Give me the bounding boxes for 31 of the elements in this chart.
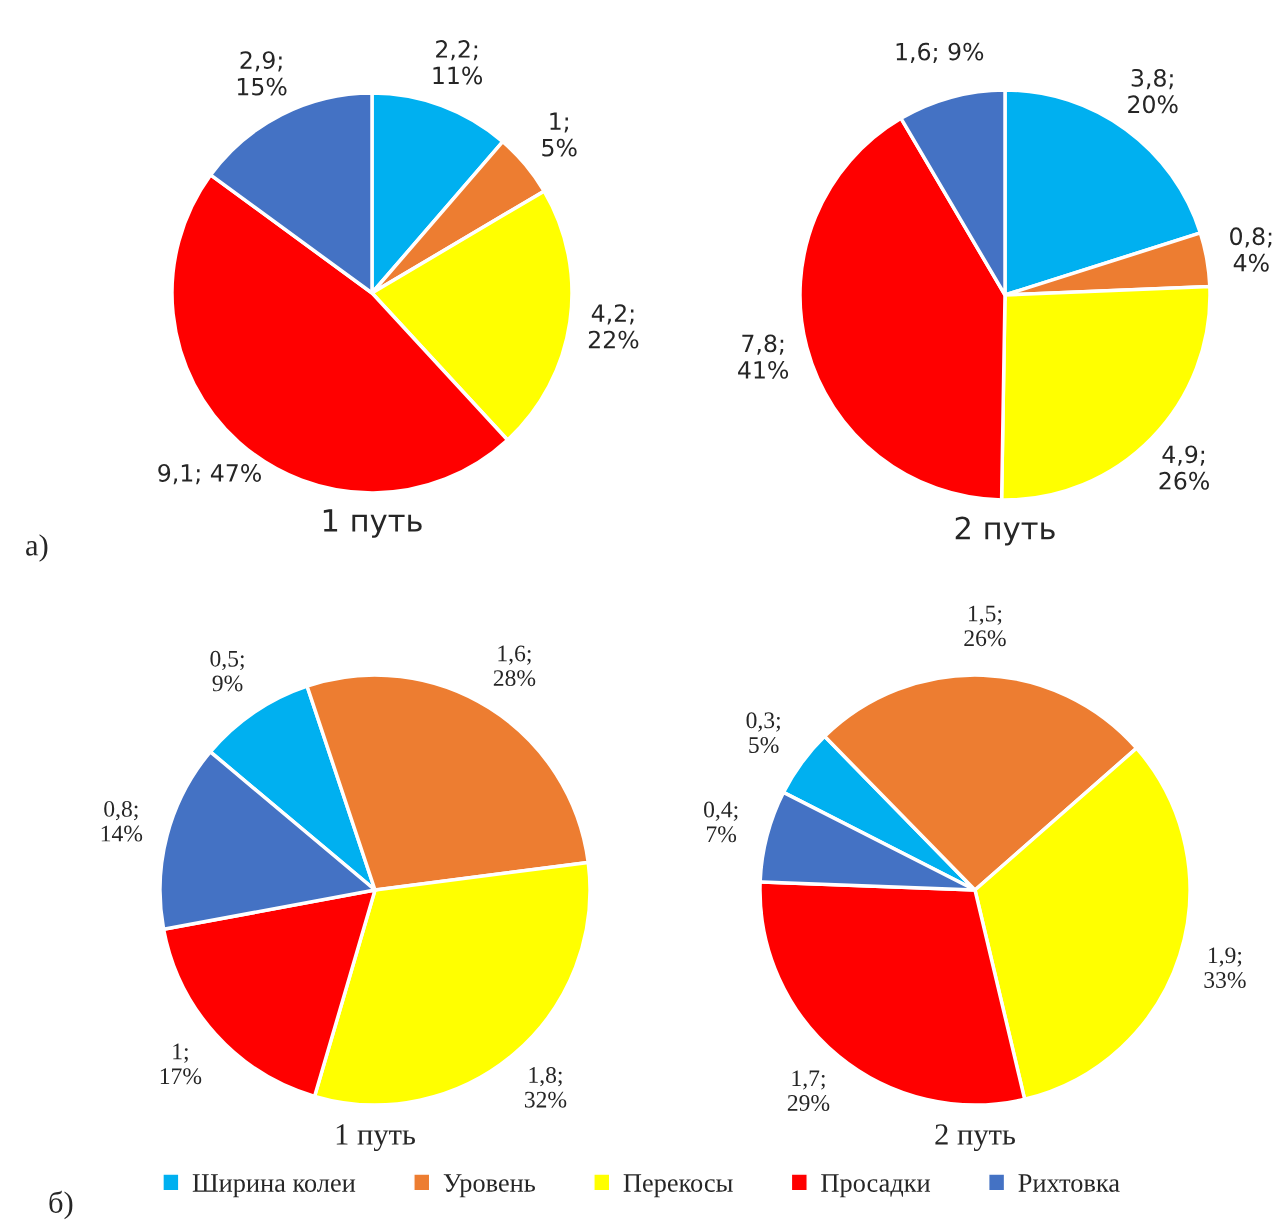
legend-label: Просадки	[821, 1174, 931, 1198]
text: б)	[49, 1190, 73, 1220]
data-label: 4,2; 22%	[588, 304, 639, 349]
data-label: 0,4; 7%	[704, 801, 738, 843]
data-label: 0,8; 4%	[1230, 227, 1272, 272]
data-label: 1,6; 9%	[896, 42, 984, 63]
data-label: 1,6; 28%	[493, 645, 536, 687]
text: а)	[26, 534, 48, 562]
data-label: 1,8; 32%	[524, 1067, 567, 1108]
data-label: 9,1; 47%	[158, 464, 261, 485]
data-label: 1; 17%	[160, 1043, 202, 1085]
data-label: 1,9; 33%	[1204, 947, 1246, 989]
data-label: 0,5; 9%	[210, 650, 244, 692]
legend-label: Перекосы	[623, 1174, 733, 1198]
data-label: 0,8; 14%	[101, 800, 143, 842]
data-label: 2,9; 15%	[237, 51, 287, 96]
legend-label: Ширина колеи	[192, 1174, 356, 1198]
data-label: 0,3; 5%	[746, 712, 780, 754]
data-label: 1; 5%	[542, 112, 577, 157]
data-label: 1,5; 26%	[964, 605, 1006, 647]
data-label: 3,8; 20%	[1128, 68, 1178, 114]
data-label: 2,2; 11%	[433, 40, 483, 85]
text: 2 путь	[955, 516, 1055, 546]
legend-label: Уровень	[443, 1174, 536, 1198]
text: 1 путь	[323, 509, 422, 538]
text: 1 путь	[336, 1124, 415, 1152]
legend-label: Рихтовка	[1018, 1174, 1120, 1192]
data-label: 4,9; 26%	[1159, 445, 1209, 490]
text: 2 путь	[935, 1124, 1015, 1152]
data-label: 1,7; 29%	[787, 1070, 830, 1111]
data-label: 7,8; 41%	[738, 334, 789, 379]
